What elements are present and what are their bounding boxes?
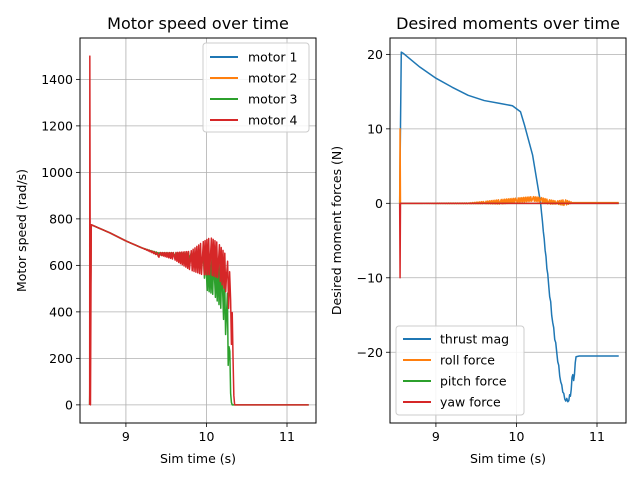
y-ticks: 0 200 400 600 800 1000 1200 1400 (41, 72, 80, 412)
chart-title: Motor speed over time (107, 14, 289, 33)
legend-entry: motor 3 (210, 92, 297, 107)
legend-entry: thrust mag (403, 332, 509, 347)
x-ticks: 9 10 11 (122, 423, 295, 444)
y-tick-label: 1400 (41, 72, 73, 87)
legend-entry: roll force (403, 353, 495, 368)
legend-label: yaw force (440, 395, 501, 410)
y-tick-label: −20 (357, 345, 383, 360)
x-tick-label: 11 (589, 429, 605, 444)
legend-box (395, 325, 525, 416)
x-tick-label: 9 (432, 429, 440, 444)
y-tick-label: 800 (49, 211, 73, 226)
axes-frame (79, 37, 317, 424)
legend-label: thrust mag (440, 332, 509, 347)
legend-entry: motor 2 (210, 71, 297, 86)
x-tick-label: 10 (509, 429, 525, 444)
y-tick-label: 600 (49, 258, 73, 273)
legend-entry: pitch force (403, 374, 507, 389)
x-axis-label: Sim time (s) (160, 451, 236, 466)
chart-motor-speed: Motor speed over time 9 10 11 0 200 400 600 80… (14, 14, 317, 466)
legend-label: pitch force (440, 374, 507, 389)
y-tick-label: 400 (49, 304, 73, 319)
legend-box (202, 42, 310, 133)
x-tick-label: 9 (122, 429, 130, 444)
legend-label: motor 1 (248, 50, 297, 65)
y-tick-label: −10 (357, 270, 383, 285)
y-tick-label: 10 (367, 121, 383, 136)
chart-title: Desired moments over time (396, 14, 620, 33)
chart-desired-moments: Desired moments over time 9 10 11 −20 −10 0 1… (329, 14, 627, 466)
y-tick-label: 20 (367, 47, 383, 62)
y-tick-label: 0 (375, 196, 383, 211)
legend-entry: yaw force (403, 395, 501, 410)
y-tick-label: 0 (65, 397, 73, 412)
legend-label: motor 3 (248, 92, 297, 107)
y-tick-label: 1200 (41, 118, 73, 133)
y-tick-label: 200 (49, 351, 73, 366)
legend-entry: motor 4 (210, 113, 297, 128)
series-line-yaw-force (398, 202, 619, 279)
series-line-motor-4 (88, 55, 309, 406)
series-line-motor-2 (88, 223, 183, 405)
y-axis-label: Motor speed (rad/s) (14, 169, 29, 292)
plot-area (398, 51, 619, 403)
x-tick-label: 11 (279, 429, 295, 444)
series-line-thrust-mag (398, 51, 619, 403)
series-line-roll-force (398, 128, 619, 207)
plot-area (88, 55, 309, 406)
legend-entry: motor 1 (210, 50, 297, 65)
series-line-motor-1 (88, 223, 183, 405)
legend-label: motor 2 (248, 71, 297, 86)
legend-label: roll force (440, 353, 495, 368)
x-axis-label: Sim time (s) (470, 451, 546, 466)
y-tick-label: 1000 (41, 165, 73, 180)
x-ticks: 9 10 11 (432, 423, 605, 444)
legend: thrust mag roll force pitch force yaw fo… (395, 325, 525, 416)
x-tick-label: 10 (199, 429, 215, 444)
axes-frame (389, 37, 627, 424)
y-axis-label: Desired moment forces (N) (329, 146, 344, 315)
y-ticks: −20 −10 0 10 20 (357, 47, 390, 360)
legend-label: motor 4 (248, 113, 297, 128)
legend: motor 1 motor 2 motor 3 motor 4 (202, 42, 310, 133)
